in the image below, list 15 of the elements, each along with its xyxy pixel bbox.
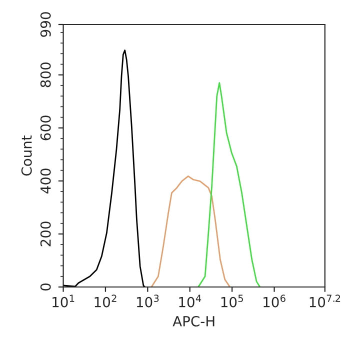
y-tick-label: 600 <box>40 116 51 140</box>
x-tick-label: 10$^{6}$ <box>264 294 286 308</box>
x-tick-label: 10$^{5}$ <box>221 294 243 308</box>
y-tick-label: 990 <box>40 12 51 37</box>
y-tick-label: 200 <box>40 222 51 246</box>
x-tick-label: 10$^{3}$ <box>136 294 159 308</box>
x-tick-label: 10$^{1}$ <box>52 294 74 308</box>
y-axis-title: Count <box>21 135 32 176</box>
y-tick-label: 0 <box>40 284 51 291</box>
x-tick-label: 10$^{2}$ <box>94 294 116 308</box>
x-axis-title: APC-H <box>172 316 214 326</box>
y-tick-label: 800 <box>40 62 51 88</box>
x-tick-label: 10$^{7.2}$ <box>310 294 340 308</box>
x-tick-label: 10$^{4}$ <box>179 294 202 308</box>
y-tick-label: 400 <box>40 168 51 194</box>
